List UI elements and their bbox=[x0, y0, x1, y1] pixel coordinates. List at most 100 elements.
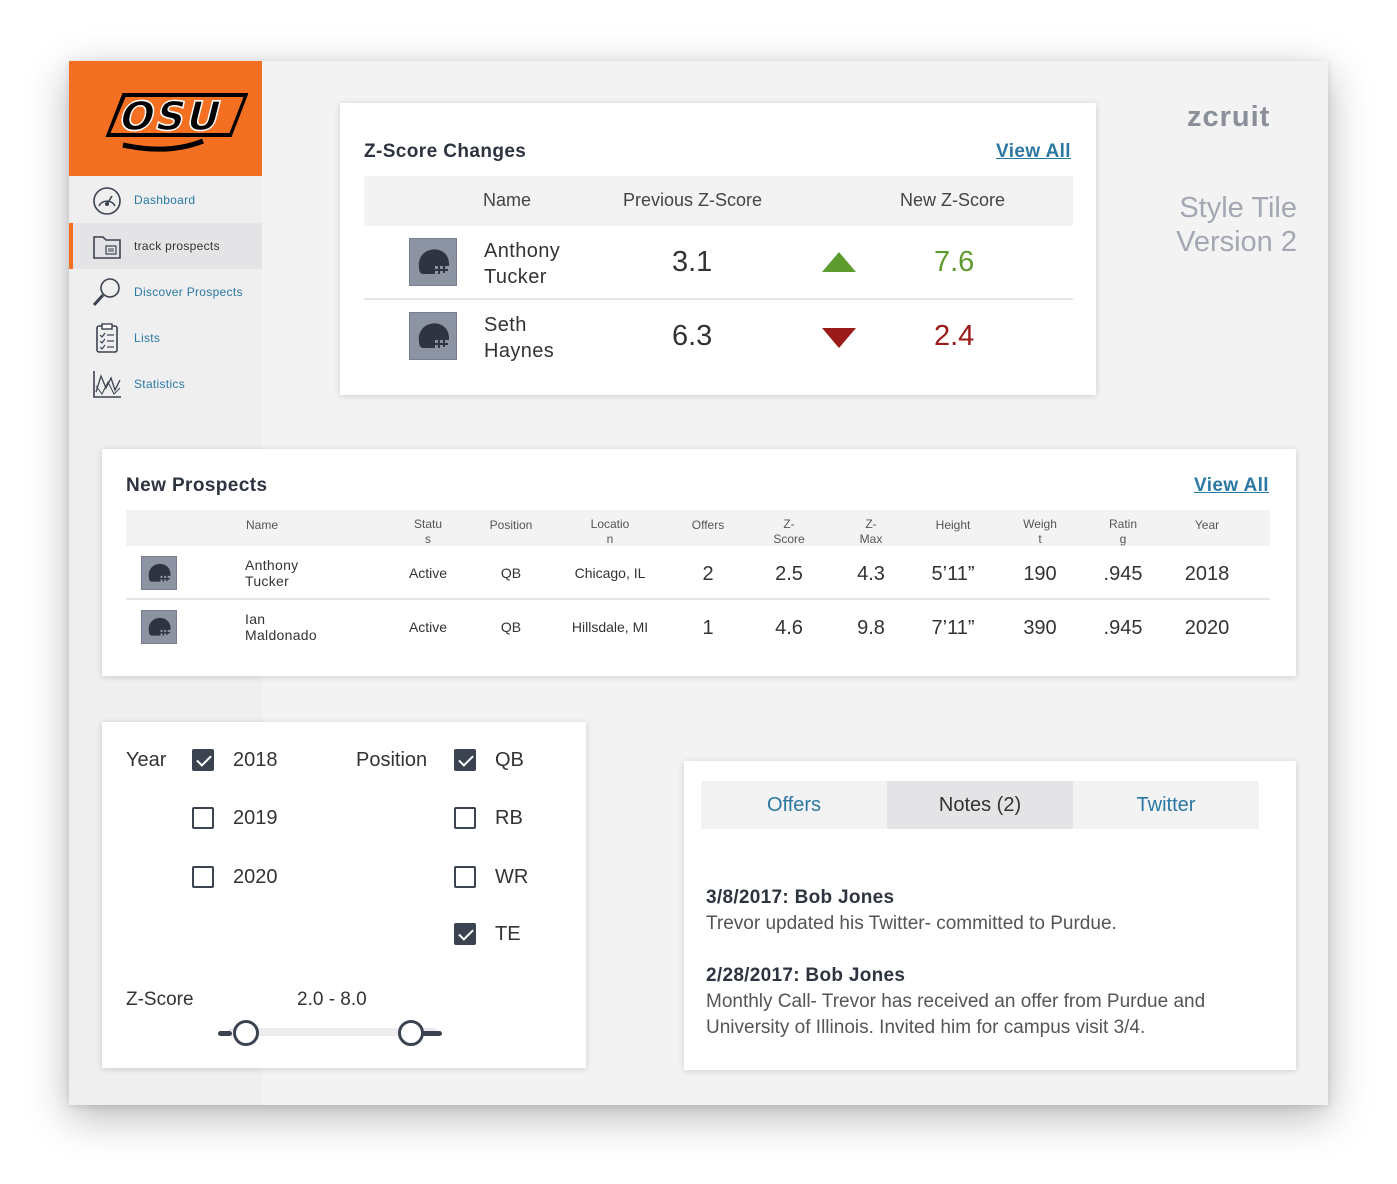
column-header-rating: Ratin g bbox=[1108, 517, 1137, 546]
sidebar-item-track-prospects[interactable]: track prospects bbox=[69, 223, 262, 269]
up-arrow-icon bbox=[822, 252, 856, 272]
last-name: Tucker bbox=[245, 573, 290, 589]
sidebar-item-dashboard[interactable]: Dashboard bbox=[69, 177, 262, 223]
last-name: Tucker bbox=[484, 266, 547, 288]
osu-logo[interactable]: OSU bbox=[69, 61, 262, 176]
card-title: Z-Score Changes bbox=[364, 141, 527, 162]
zscore-max-handle[interactable] bbox=[398, 1020, 424, 1046]
note-header: 2/28/2017: Bob Jones bbox=[706, 965, 906, 986]
avatar bbox=[409, 312, 457, 360]
folder-icon bbox=[93, 236, 121, 259]
helmet-icon bbox=[418, 249, 449, 274]
year-cell: 2018 bbox=[1184, 563, 1230, 585]
first-name: Anthony bbox=[245, 557, 299, 573]
year-2019-checkbox[interactable] bbox=[192, 807, 214, 829]
first-name: Seth bbox=[484, 314, 527, 336]
table-row[interactable]: Anthony Tucker Active QB Chicago, IL 2 2… bbox=[126, 546, 1270, 600]
last-name: Haynes bbox=[484, 340, 555, 362]
year-2018-label: 2018 bbox=[233, 749, 278, 771]
position-qb-checkbox[interactable] bbox=[454, 749, 476, 771]
svg-text:OSU: OSU bbox=[115, 93, 228, 140]
first-name: Ian bbox=[245, 611, 266, 627]
column-header-position: Position bbox=[489, 518, 533, 532]
year-2020-checkbox[interactable] bbox=[192, 866, 214, 888]
new-zscore: 7.6 bbox=[934, 246, 975, 278]
weight-cell: 390 bbox=[1023, 617, 1057, 639]
column-header-offers: Offers bbox=[691, 518, 725, 532]
column-header-zscore: Z- Score bbox=[773, 517, 805, 546]
zscore-cell: 2.5 bbox=[775, 563, 803, 585]
tab-notes[interactable]: Notes (2) bbox=[887, 781, 1073, 829]
note-header: 3/8/2017: Bob Jones bbox=[706, 887, 895, 908]
down-arrow-icon bbox=[822, 328, 856, 348]
sidebar-item-label: Dashboard bbox=[134, 193, 196, 207]
year-cell: 2020 bbox=[1184, 617, 1230, 639]
style-tile-label: Style Tile Version 2 bbox=[1129, 191, 1297, 259]
zscore-cell: 4.6 bbox=[775, 617, 803, 639]
style-tile-version: Version 2 bbox=[1176, 226, 1297, 258]
avatar bbox=[141, 610, 177, 644]
view-all-link[interactable]: View All bbox=[1193, 475, 1269, 496]
column-header-zmax: Z- Max bbox=[859, 517, 883, 546]
year-2019-label: 2019 bbox=[233, 807, 278, 829]
offers-cell: 2 bbox=[702, 563, 714, 585]
note-body: Monthly Call- Trevor has received an off… bbox=[706, 991, 1206, 1038]
player-name: Ian Maldonado bbox=[245, 611, 317, 643]
previous-zscore: 3.1 bbox=[672, 246, 713, 278]
position-rb-label: RB bbox=[495, 807, 523, 829]
new-prospects-card: New Prospects View All Name Statu s Posi… bbox=[102, 449, 1296, 676]
clipboard-icon bbox=[96, 323, 118, 353]
position-rb-checkbox[interactable] bbox=[454, 807, 476, 829]
chart-icon bbox=[93, 371, 121, 398]
sidebar-item-label: Lists bbox=[134, 331, 161, 345]
osu-logo-icon: OSU bbox=[105, 92, 248, 152]
player-name: Anthony Tucker bbox=[484, 238, 560, 290]
table-header: Name Previous Z-Score New Z-Score bbox=[364, 176, 1073, 226]
position-wr-checkbox[interactable] bbox=[454, 866, 476, 888]
table-header: Name Statu s Position Locatio n Offers Z… bbox=[126, 510, 1270, 546]
offers-cell: 1 bbox=[702, 617, 714, 639]
table-row[interactable]: Ian Maldonado Active QB Hillsdale, MI 1 … bbox=[126, 600, 1270, 654]
app-frame: OSU Dashboard track prospects bbox=[69, 61, 1328, 1105]
magnifier-icon bbox=[92, 278, 120, 307]
column-header-height: Height bbox=[935, 518, 971, 532]
position-filter-label: Position bbox=[356, 749, 428, 771]
weight-cell: 190 bbox=[1023, 563, 1057, 585]
table-row[interactable]: Seth Haynes 6.3 2.4 bbox=[364, 300, 1073, 374]
sidebar-item-discover-prospects[interactable]: Discover Prospects bbox=[69, 269, 262, 315]
sidebar-item-statistics[interactable]: Statistics bbox=[69, 361, 262, 407]
last-name: Maldonado bbox=[245, 627, 317, 643]
table-row[interactable]: Anthony Tucker 3.1 7.6 bbox=[364, 226, 1073, 300]
new-zscore: 2.4 bbox=[934, 320, 975, 352]
notes-card: Offers Notes (2) Twitter 3/8/2017: Bob J… bbox=[684, 761, 1296, 1070]
avatar bbox=[409, 238, 457, 286]
tab-twitter[interactable]: Twitter bbox=[1136, 793, 1196, 816]
zscore-slider-track[interactable] bbox=[227, 1028, 437, 1036]
zcruit-logo: zcruit bbox=[1187, 101, 1270, 134]
zscore-min-handle[interactable] bbox=[233, 1020, 259, 1046]
position-te-label: TE bbox=[495, 923, 521, 945]
zscore-filter-label: Z-Score bbox=[126, 989, 194, 1010]
position-cell: QB bbox=[500, 619, 522, 635]
year-2018-checkbox[interactable] bbox=[192, 749, 214, 771]
rating-cell: .945 bbox=[1103, 617, 1143, 639]
sidebar-item-lists[interactable]: Lists bbox=[69, 315, 262, 361]
helmet-icon bbox=[418, 323, 449, 348]
column-header-location: Locatio n bbox=[590, 517, 630, 546]
first-name: Anthony bbox=[484, 240, 561, 262]
avatar bbox=[141, 556, 177, 590]
position-te-checkbox[interactable] bbox=[454, 923, 476, 945]
notes-tabs: Offers Notes (2) Twitter bbox=[701, 781, 1259, 829]
column-header-status: Statu s bbox=[413, 517, 443, 546]
player-name: Anthony Tucker bbox=[245, 557, 298, 589]
height-cell: 5’11” bbox=[931, 563, 975, 585]
status-cell: Active bbox=[408, 565, 448, 581]
tab-offers[interactable]: Offers bbox=[766, 793, 822, 816]
height-cell: 7’11” bbox=[931, 617, 975, 639]
column-header-name: Name bbox=[245, 518, 278, 532]
column-header-weight: Weigh t bbox=[1023, 517, 1057, 546]
position-qb-label: QB bbox=[495, 749, 524, 771]
zscore-range-value: 2.0 - 8.0 bbox=[297, 989, 367, 1010]
view-all-link[interactable]: View All bbox=[995, 141, 1071, 162]
filters-card: Year 2018 2019 2020 Position QB RB WR TE… bbox=[102, 722, 586, 1068]
